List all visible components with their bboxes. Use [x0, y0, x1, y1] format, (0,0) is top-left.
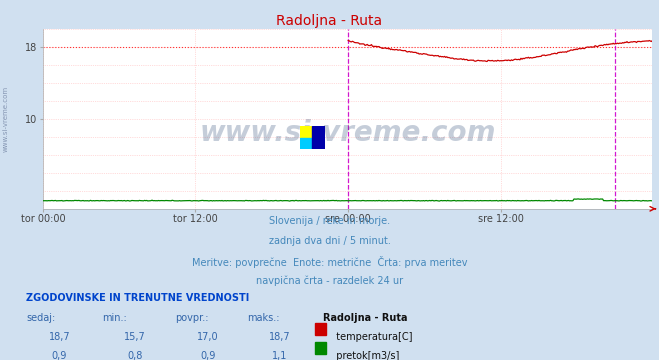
Bar	[300, 126, 312, 138]
Text: 17,0: 17,0	[197, 332, 218, 342]
Text: 18,7: 18,7	[49, 332, 70, 342]
Text: Radoljna - Ruta: Radoljna - Ruta	[323, 313, 407, 323]
Text: pretok[m3/s]: pretok[m3/s]	[330, 351, 399, 360]
Text: min.:: min.:	[102, 313, 127, 323]
Text: www.si-vreme.com: www.si-vreme.com	[2, 86, 9, 152]
Text: 18,7: 18,7	[270, 332, 291, 342]
Text: Radoljna - Ruta: Radoljna - Ruta	[276, 14, 383, 28]
Text: temperatura[C]: temperatura[C]	[330, 332, 412, 342]
Text: Meritve: povprečne  Enote: metrične  Črta: prva meritev: Meritve: povprečne Enote: metrične Črta:…	[192, 256, 467, 267]
Text: www.si-vreme.com: www.si-vreme.com	[200, 119, 496, 147]
Text: maks.:: maks.:	[247, 313, 279, 323]
Text: povpr.:: povpr.:	[175, 313, 208, 323]
Text: Slovenija / reke in morje.: Slovenija / reke in morje.	[269, 216, 390, 226]
Text: ZGODOVINSKE IN TRENUTNE VREDNOSTI: ZGODOVINSKE IN TRENUTNE VREDNOSTI	[26, 293, 250, 303]
Text: 15,7: 15,7	[124, 332, 146, 342]
Text: 0,9: 0,9	[200, 351, 215, 360]
Text: zadnja dva dni / 5 minut.: zadnja dva dni / 5 minut.	[269, 236, 390, 246]
Text: sedaj:: sedaj:	[26, 313, 55, 323]
Text: 1,1: 1,1	[272, 351, 288, 360]
Text: 0,8: 0,8	[127, 351, 143, 360]
Bar	[312, 126, 325, 149]
Text: 0,9: 0,9	[51, 351, 67, 360]
Text: navpična črta - razdelek 24 ur: navpična črta - razdelek 24 ur	[256, 275, 403, 286]
Bar	[300, 138, 312, 149]
